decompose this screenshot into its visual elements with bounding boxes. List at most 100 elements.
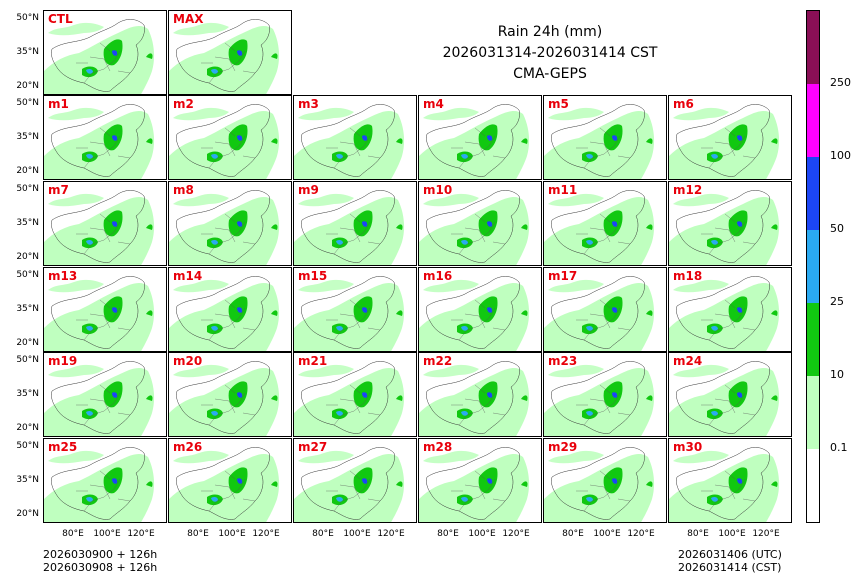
lon-tick-label: 80°E bbox=[312, 529, 334, 539]
colorbar-label: 250 bbox=[830, 76, 851, 89]
colorbar bbox=[806, 10, 820, 523]
panel-ctl: CTL bbox=[43, 10, 167, 95]
colorbar-segment bbox=[807, 157, 819, 230]
panel-label: CTL bbox=[48, 12, 73, 26]
panel-label: m9 bbox=[298, 183, 319, 197]
lon-tick-label: 100°E bbox=[718, 529, 746, 539]
footer-init-time: 2026030900 + 126h 2026030908 + 126h bbox=[43, 548, 157, 574]
panel-m15: m15 bbox=[293, 267, 417, 352]
panel-m12: m12 bbox=[668, 181, 792, 266]
panel-label: m20 bbox=[173, 354, 203, 368]
panel-m18: m18 bbox=[668, 267, 792, 352]
lon-tick-label: 80°E bbox=[437, 529, 459, 539]
precip-map bbox=[419, 361, 530, 436]
panel-m19: m19 bbox=[43, 352, 167, 437]
lat-tick-label: 50°N bbox=[16, 441, 39, 451]
footer-init-utc: 2026030900 + 126h bbox=[43, 548, 158, 561]
colorbar-label: 100 bbox=[830, 149, 851, 162]
lat-tick-label: 20°N bbox=[16, 81, 39, 91]
lat-tick-label: 20°N bbox=[16, 338, 39, 348]
lat-tick-label: 50°N bbox=[16, 184, 39, 194]
colorbar-segment bbox=[807, 230, 819, 303]
precip-map bbox=[44, 447, 155, 522]
panel-m17: m17 bbox=[543, 267, 667, 352]
footer-init-cst: 2026030908 + 126h bbox=[43, 561, 158, 574]
precip-map bbox=[169, 361, 280, 436]
lat-tick-label: 35°N bbox=[16, 132, 39, 142]
lat-tick-label: 20°N bbox=[16, 252, 39, 262]
lat-tick-label: 20°N bbox=[16, 166, 39, 176]
panel-label: m26 bbox=[173, 440, 203, 454]
panel-label: m7 bbox=[48, 183, 69, 197]
panel-label: m24 bbox=[673, 354, 703, 368]
panel-label: m29 bbox=[548, 440, 578, 454]
panel-m28: m28 bbox=[418, 438, 542, 523]
colorbar-label: 10 bbox=[830, 368, 844, 381]
lat-tick-label: 50°N bbox=[16, 98, 39, 108]
panel-label: m2 bbox=[173, 97, 194, 111]
panel-label: m18 bbox=[673, 269, 703, 283]
panel-m26: m26 bbox=[168, 438, 292, 523]
title-period: 2026031314-2026031414 CST bbox=[442, 45, 658, 61]
precip-map bbox=[419, 276, 530, 351]
lat-tick-label: 35°N bbox=[16, 304, 39, 314]
lon-tick-label: 80°E bbox=[62, 529, 84, 539]
chart-title: Rain 24h (mm) 2026031314-2026031414 CST … bbox=[300, 22, 800, 85]
lat-tick-label: 35°N bbox=[16, 475, 39, 485]
precip-map bbox=[44, 276, 155, 351]
panel-label: m6 bbox=[673, 97, 694, 111]
lat-tick-label: 20°N bbox=[16, 509, 39, 519]
panel-label: m12 bbox=[673, 183, 703, 197]
precip-map bbox=[44, 361, 155, 436]
precip-map bbox=[169, 19, 280, 94]
precip-map bbox=[294, 276, 405, 351]
panel-m10: m10 bbox=[418, 181, 542, 266]
panel-m29: m29 bbox=[543, 438, 667, 523]
precip-map bbox=[544, 190, 655, 265]
panel-label: m14 bbox=[173, 269, 203, 283]
title-model: CMA-GEPS bbox=[513, 66, 587, 82]
lon-tick-label: 120°E bbox=[502, 529, 530, 539]
precip-map bbox=[169, 276, 280, 351]
panel-label: m1 bbox=[48, 97, 69, 111]
panel-label: m11 bbox=[548, 183, 578, 197]
lon-tick-label: 100°E bbox=[593, 529, 621, 539]
precip-map bbox=[669, 104, 780, 179]
panel-label: m19 bbox=[48, 354, 78, 368]
lat-tick-label: 35°N bbox=[16, 389, 39, 399]
panel-m24: m24 bbox=[668, 352, 792, 437]
panel-label: m27 bbox=[298, 440, 328, 454]
panel-m21: m21 bbox=[293, 352, 417, 437]
panel-m2: m2 bbox=[168, 95, 292, 180]
lat-tick-label: 20°N bbox=[16, 423, 39, 433]
lon-tick-label: 80°E bbox=[687, 529, 709, 539]
precip-map bbox=[419, 447, 530, 522]
lon-tick-label: 100°E bbox=[93, 529, 121, 539]
panel-m8: m8 bbox=[168, 181, 292, 266]
lon-tick-label: 120°E bbox=[377, 529, 405, 539]
lon-tick-label: 80°E bbox=[187, 529, 209, 539]
lon-tick-label: 120°E bbox=[627, 529, 655, 539]
panel-m27: m27 bbox=[293, 438, 417, 523]
panel-label: m28 bbox=[423, 440, 453, 454]
colorbar-label: 50 bbox=[830, 222, 844, 235]
colorbar-segment bbox=[807, 449, 819, 522]
precip-map bbox=[169, 190, 280, 265]
precip-map bbox=[544, 361, 655, 436]
panel-label: m22 bbox=[423, 354, 453, 368]
lat-tick-label: 35°N bbox=[16, 47, 39, 57]
precip-map bbox=[44, 190, 155, 265]
panel-m9: m9 bbox=[293, 181, 417, 266]
precip-map bbox=[294, 447, 405, 522]
lon-tick-label: 100°E bbox=[468, 529, 496, 539]
panel-m4: m4 bbox=[418, 95, 542, 180]
panel-label: m25 bbox=[48, 440, 78, 454]
precip-map bbox=[294, 190, 405, 265]
panel-label: m10 bbox=[423, 183, 453, 197]
panel-label: m8 bbox=[173, 183, 194, 197]
panel-label: m4 bbox=[423, 97, 444, 111]
lon-tick-label: 100°E bbox=[343, 529, 371, 539]
precip-map bbox=[419, 190, 530, 265]
precip-map bbox=[294, 361, 405, 436]
